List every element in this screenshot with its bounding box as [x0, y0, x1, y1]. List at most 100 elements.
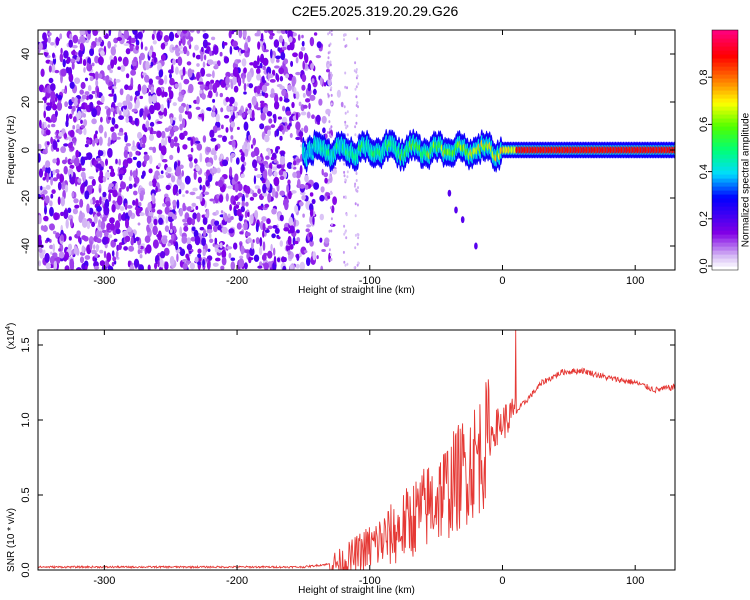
spectrogram-cell: [169, 91, 173, 98]
spectrogram-cell: [40, 185, 43, 191]
spectrogram-cell: [133, 65, 137, 71]
spectrogram-cell: [100, 95, 105, 103]
spectrogram-cell: [43, 215, 49, 222]
spectrogram-cell: [312, 251, 317, 261]
colorbar-segment: [712, 138, 738, 143]
spectrogram-cell: [167, 242, 171, 247]
spectrogram-cell: [213, 45, 219, 55]
spectrogram-cell: [327, 66, 330, 70]
spectrogram-cell: [86, 203, 90, 214]
spectrogram-cell: [139, 254, 143, 259]
spectrogram-cell: [183, 225, 189, 232]
spectrogram-cell: [329, 71, 332, 75]
spectrogram-cell: [150, 86, 155, 94]
colorbar-segment: [712, 166, 738, 171]
colorbar-segment: [712, 182, 738, 187]
colorbar-segment: [712, 170, 738, 175]
spectrogram-cell: [108, 192, 112, 202]
spectrogram-cell: [291, 101, 295, 109]
spectrogram-cell: [96, 106, 101, 116]
spectrogram-cell: [81, 94, 87, 100]
spectrogram-cell: [169, 154, 174, 160]
spectrogram-cell: [202, 258, 206, 268]
spectrogram-cell: [73, 116, 77, 123]
spectrogram-cell: [298, 101, 302, 107]
spectrogram-cell: [189, 30, 195, 33]
spectrogram-cell: [153, 102, 157, 111]
bottom-x-tick-label: -200: [226, 575, 248, 587]
spectrogram-cell: [55, 110, 58, 118]
spectrogram-cell: [185, 260, 192, 264]
spectrogram-cell: [62, 58, 66, 68]
spectrogram-cell: [340, 101, 344, 108]
spectrogram-cell: [44, 252, 50, 263]
spectrogram-cell: [52, 177, 58, 182]
spectrogram-cell: [133, 258, 140, 268]
spectrogram-cell: [51, 189, 56, 195]
spectrogram-cell: [179, 123, 183, 131]
spectrogram-cell: [178, 40, 182, 46]
spectrogram-cell: [157, 260, 160, 268]
spectrogram-cell: [325, 108, 331, 115]
spectrogram-cell: [215, 257, 221, 262]
spectrogram-cell: [74, 204, 80, 209]
spectrogram-cell: [84, 91, 90, 96]
colorbar-segment: [712, 102, 738, 107]
spectrogram-cell: [275, 146, 279, 154]
spectrogram-cell: [196, 72, 200, 81]
spectrogram-cell: [89, 75, 94, 82]
spectrogram-cell: [305, 228, 310, 233]
colorbar-segment: [712, 122, 738, 127]
spectrogram-cell: [120, 181, 126, 190]
colorbar-segment: [712, 54, 738, 59]
spectrogram-cell: [72, 125, 76, 130]
spectrogram-cell: [270, 243, 273, 252]
spectrogram-cell: [79, 106, 86, 110]
spectrogram-cell: [296, 229, 300, 234]
spectrogram-cell: [101, 216, 107, 222]
spectrogram-cell: [73, 198, 79, 204]
spectrogram-cell: [86, 139, 91, 145]
spectrogram-cell: [79, 256, 85, 264]
spectrogram-cell: [295, 263, 300, 269]
colorbar-segment: [712, 106, 738, 111]
spectrogram-cell: [191, 226, 196, 232]
spectrogram-cell: [244, 148, 249, 157]
spectrogram-cell: [83, 260, 89, 268]
spectrogram-cell: [228, 228, 235, 234]
spectrogram-cell: [244, 232, 251, 237]
spectrogram-cell: [357, 261, 360, 265]
spectrogram-cell: [50, 136, 53, 145]
spectrogram-cell: [91, 221, 96, 228]
spectrogram-cell: [173, 142, 180, 147]
spectrogram-cell: [243, 91, 247, 95]
spectrogram-cell: [204, 86, 209, 91]
spectrogram-cell: [315, 55, 322, 59]
spectrogram-cell: [137, 31, 143, 40]
spectrogram-cell: [142, 143, 146, 148]
colorbar-segment: [712, 30, 738, 35]
spectrogram-cell: [212, 200, 216, 204]
spectrogram-cell: [226, 215, 232, 223]
spectrogram-cell: [225, 126, 229, 133]
spectrogram-cell: [236, 222, 242, 230]
spectrogram-cell: [181, 236, 188, 244]
spectrogram-cell: [330, 76, 332, 80]
bottom-plot-frame: [37, 329, 676, 571]
spectrogram-cell: [192, 52, 196, 58]
spectrogram-cell: [158, 78, 164, 86]
spectrogram-cell: [216, 167, 221, 174]
spectrogram-cell: [115, 79, 121, 83]
spectrogram-cell: [346, 262, 349, 266]
spectrogram-cell: [279, 75, 284, 82]
spectrogram-cell: [39, 119, 42, 129]
spectrogram-cell: [268, 118, 273, 124]
spectrogram-cell: [250, 151, 256, 158]
spectrogram-cell: [238, 215, 243, 222]
spectrogram-cell: [290, 190, 297, 194]
spectrogram-cell: [119, 188, 122, 193]
spectrogram-cell: [279, 155, 286, 165]
spectrogram-cell: [251, 95, 257, 106]
spectrogram-cell: [131, 108, 138, 113]
colorbar-segment: [712, 50, 738, 55]
